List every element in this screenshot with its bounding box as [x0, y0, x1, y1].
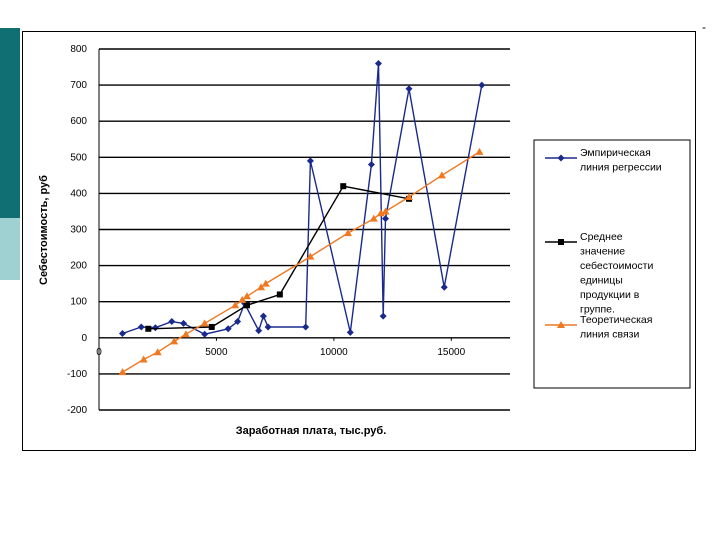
x-tick-label: 5000 [205, 347, 228, 358]
data-point [264, 323, 272, 331]
data-point [478, 81, 486, 89]
data-point [302, 323, 310, 331]
data-point [139, 355, 148, 363]
legend-label: Эмпирическая линия регрессии [580, 147, 662, 174]
series-group [118, 59, 486, 376]
data-point [153, 348, 162, 356]
data-point [118, 368, 127, 376]
series-line-1 [148, 185, 410, 330]
series-2 [118, 147, 484, 376]
data-point [168, 318, 176, 326]
y-tick-label: 200 [70, 261, 87, 272]
data-point [234, 318, 242, 326]
y-tick-label: 700 [70, 80, 87, 91]
data-point [170, 337, 179, 345]
data-point [259, 312, 267, 320]
data-point [231, 301, 240, 309]
data-point [257, 283, 266, 291]
legend-box [533, 139, 691, 389]
decor-teal-light-bar [0, 218, 20, 280]
data-point [180, 319, 188, 327]
decor-teal-bar [0, 28, 20, 218]
data-point [381, 207, 390, 215]
data-point [475, 147, 484, 155]
data-point [118, 329, 126, 337]
data-point [137, 323, 145, 331]
data-point [405, 85, 413, 93]
y-tick-label: -200 [67, 405, 87, 416]
data-point [346, 328, 354, 336]
data-point [181, 330, 190, 338]
data-point [145, 325, 152, 332]
axes [98, 49, 452, 410]
series-1 [145, 183, 413, 332]
x-tick-label: 15000 [437, 347, 465, 358]
x-tick-label: 10000 [320, 347, 348, 358]
data-point [374, 59, 382, 67]
x-tick-labels: 0 5000 10000 15000 [96, 347, 465, 358]
x-tick-label: 0 [96, 347, 102, 358]
grid-lines [99, 48, 510, 411]
y-tick-label: -100 [67, 369, 87, 380]
data-point [340, 183, 347, 190]
series-line-0 [122, 63, 483, 335]
data-point [208, 323, 215, 330]
data-point [405, 193, 414, 201]
data-point [306, 252, 315, 260]
corner-dash: - [702, 20, 706, 34]
data-point [255, 327, 263, 335]
data-point [276, 291, 283, 298]
data-point [243, 302, 250, 309]
y-tick-label: 600 [70, 116, 87, 127]
legend-swatch-marker [558, 239, 564, 245]
data-point [437, 171, 446, 179]
legend-label: Среднее значение себестоимости единицы проду… [580, 231, 653, 316]
data-point [382, 215, 390, 223]
legend-label: Теоретическая линия связи [580, 314, 652, 341]
y-tick-label: 0 [81, 333, 87, 344]
data-point [201, 330, 209, 338]
series-0 [118, 59, 486, 338]
y-tick-label: 400 [70, 188, 87, 199]
y-axis-title: Себестоимость, руб [38, 175, 50, 285]
data-point [343, 229, 352, 237]
data-point [151, 324, 159, 332]
y-tick-label: 100 [70, 297, 87, 308]
x-axis-title: Заработная плата, тыс.руб. [236, 425, 387, 437]
data-point [306, 157, 314, 165]
data-point [376, 209, 385, 217]
y-tick-label: 300 [70, 225, 87, 236]
y-tick-label: 800 [70, 44, 87, 55]
data-point [224, 325, 232, 333]
data-point [379, 312, 387, 320]
y-tick-labels: 800 700 600 500 400 300 200 100 0 -100 -200 [67, 44, 87, 416]
y-tick-label: 500 [70, 152, 87, 163]
legend: Эмпирическая линия регрессии Среднее значен… [533, 139, 691, 389]
data-point [440, 283, 448, 291]
data-point [242, 292, 251, 300]
data-point [369, 214, 378, 222]
data-point [200, 319, 209, 327]
legend-swatch-marker [557, 321, 565, 328]
legend-swatch-marker [557, 154, 565, 162]
data-point [367, 161, 375, 169]
data-point [261, 279, 270, 287]
data-point [238, 295, 247, 303]
